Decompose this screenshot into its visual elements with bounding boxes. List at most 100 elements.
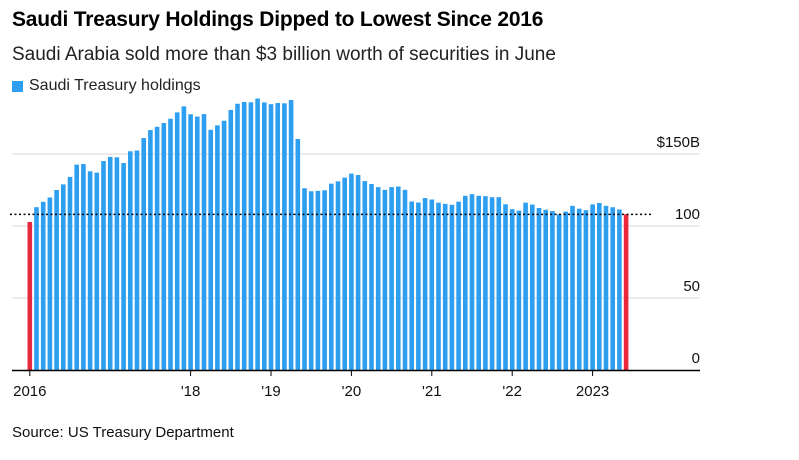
y-tick-label: 100 — [675, 206, 700, 223]
bar — [215, 125, 220, 371]
bar — [335, 181, 341, 370]
bar — [87, 171, 93, 370]
bar — [262, 102, 267, 370]
bar — [329, 183, 334, 370]
bar — [174, 112, 180, 370]
bar — [302, 188, 307, 370]
bar — [355, 175, 361, 370]
bar — [121, 163, 126, 370]
bar — [429, 199, 435, 370]
bar — [34, 207, 39, 370]
bar — [67, 176, 73, 370]
bar — [47, 197, 53, 370]
bar — [503, 204, 508, 370]
x-tick-label: 2016 — [13, 383, 46, 400]
bar — [81, 164, 86, 370]
bar — [550, 211, 555, 370]
bar — [349, 173, 354, 370]
bar — [322, 190, 327, 370]
bar — [496, 197, 502, 370]
bar — [489, 197, 495, 370]
bar — [369, 183, 374, 370]
x-tick-label: '18 — [181, 383, 201, 400]
bar — [436, 202, 441, 370]
x-tick-label: '22 — [502, 383, 522, 400]
bar — [114, 157, 120, 370]
bar — [148, 130, 153, 370]
legend: Saudi Treasury holdings — [12, 77, 201, 95]
bar — [181, 106, 187, 370]
bar — [422, 198, 428, 370]
bar — [516, 210, 522, 370]
bar — [61, 184, 66, 370]
bar — [456, 201, 461, 370]
bar — [563, 211, 569, 370]
bar — [221, 120, 227, 371]
y-tick-label: 0 — [692, 350, 700, 367]
bar — [362, 181, 368, 370]
bar — [530, 204, 535, 370]
x-tick-label: 2023 — [576, 383, 609, 400]
bar — [295, 139, 301, 370]
bar — [208, 129, 213, 370]
bar — [308, 191, 314, 370]
source-note: Source: US Treasury Department — [12, 424, 234, 441]
bar — [375, 187, 381, 370]
bar — [623, 214, 629, 370]
bar — [248, 102, 254, 370]
bar — [396, 186, 401, 370]
bar — [617, 209, 622, 370]
bar — [402, 189, 408, 370]
bar — [201, 114, 207, 370]
bar — [128, 151, 133, 370]
bar — [342, 177, 347, 370]
bar — [235, 103, 240, 370]
bar — [603, 205, 609, 370]
bar — [54, 190, 59, 370]
bar — [509, 209, 515, 370]
bar — [154, 126, 160, 370]
bar — [597, 202, 602, 370]
y-tick-label: $150B — [657, 134, 700, 151]
legend-label: Saudi Treasury holdings — [29, 77, 201, 94]
bar — [523, 202, 528, 370]
bar — [483, 196, 488, 370]
bar — [556, 214, 562, 370]
bar — [476, 195, 481, 370]
bar — [288, 100, 294, 370]
bar — [543, 209, 548, 370]
bar — [161, 123, 167, 370]
bar — [101, 161, 106, 370]
bar — [583, 210, 589, 370]
bar — [241, 102, 247, 371]
bar — [442, 203, 448, 370]
bar — [469, 194, 475, 370]
bar — [576, 208, 582, 370]
bar — [195, 116, 200, 370]
bar — [610, 207, 615, 370]
x-tick-label: '20 — [342, 383, 362, 400]
legend-swatch — [12, 80, 23, 92]
bar — [268, 104, 274, 371]
bar — [40, 201, 46, 370]
bar — [282, 103, 287, 370]
chart-title: Saudi Treasury Holdings Dipped to Lowest… — [12, 8, 544, 31]
bar — [449, 204, 455, 370]
bar — [255, 98, 260, 370]
bar — [141, 138, 146, 370]
bar — [107, 156, 113, 370]
bar — [536, 208, 542, 370]
bar — [315, 190, 321, 370]
bar — [590, 204, 595, 370]
bar — [275, 103, 280, 371]
x-tick-label: '21 — [422, 383, 442, 400]
y-tick-label: 50 — [683, 278, 700, 295]
bar — [416, 202, 421, 370]
bar — [94, 172, 100, 370]
bar — [74, 164, 79, 370]
bar — [570, 205, 575, 370]
bar — [188, 114, 193, 370]
bar — [134, 150, 140, 370]
bar — [168, 118, 173, 370]
x-tick-label: '19 — [261, 383, 281, 400]
